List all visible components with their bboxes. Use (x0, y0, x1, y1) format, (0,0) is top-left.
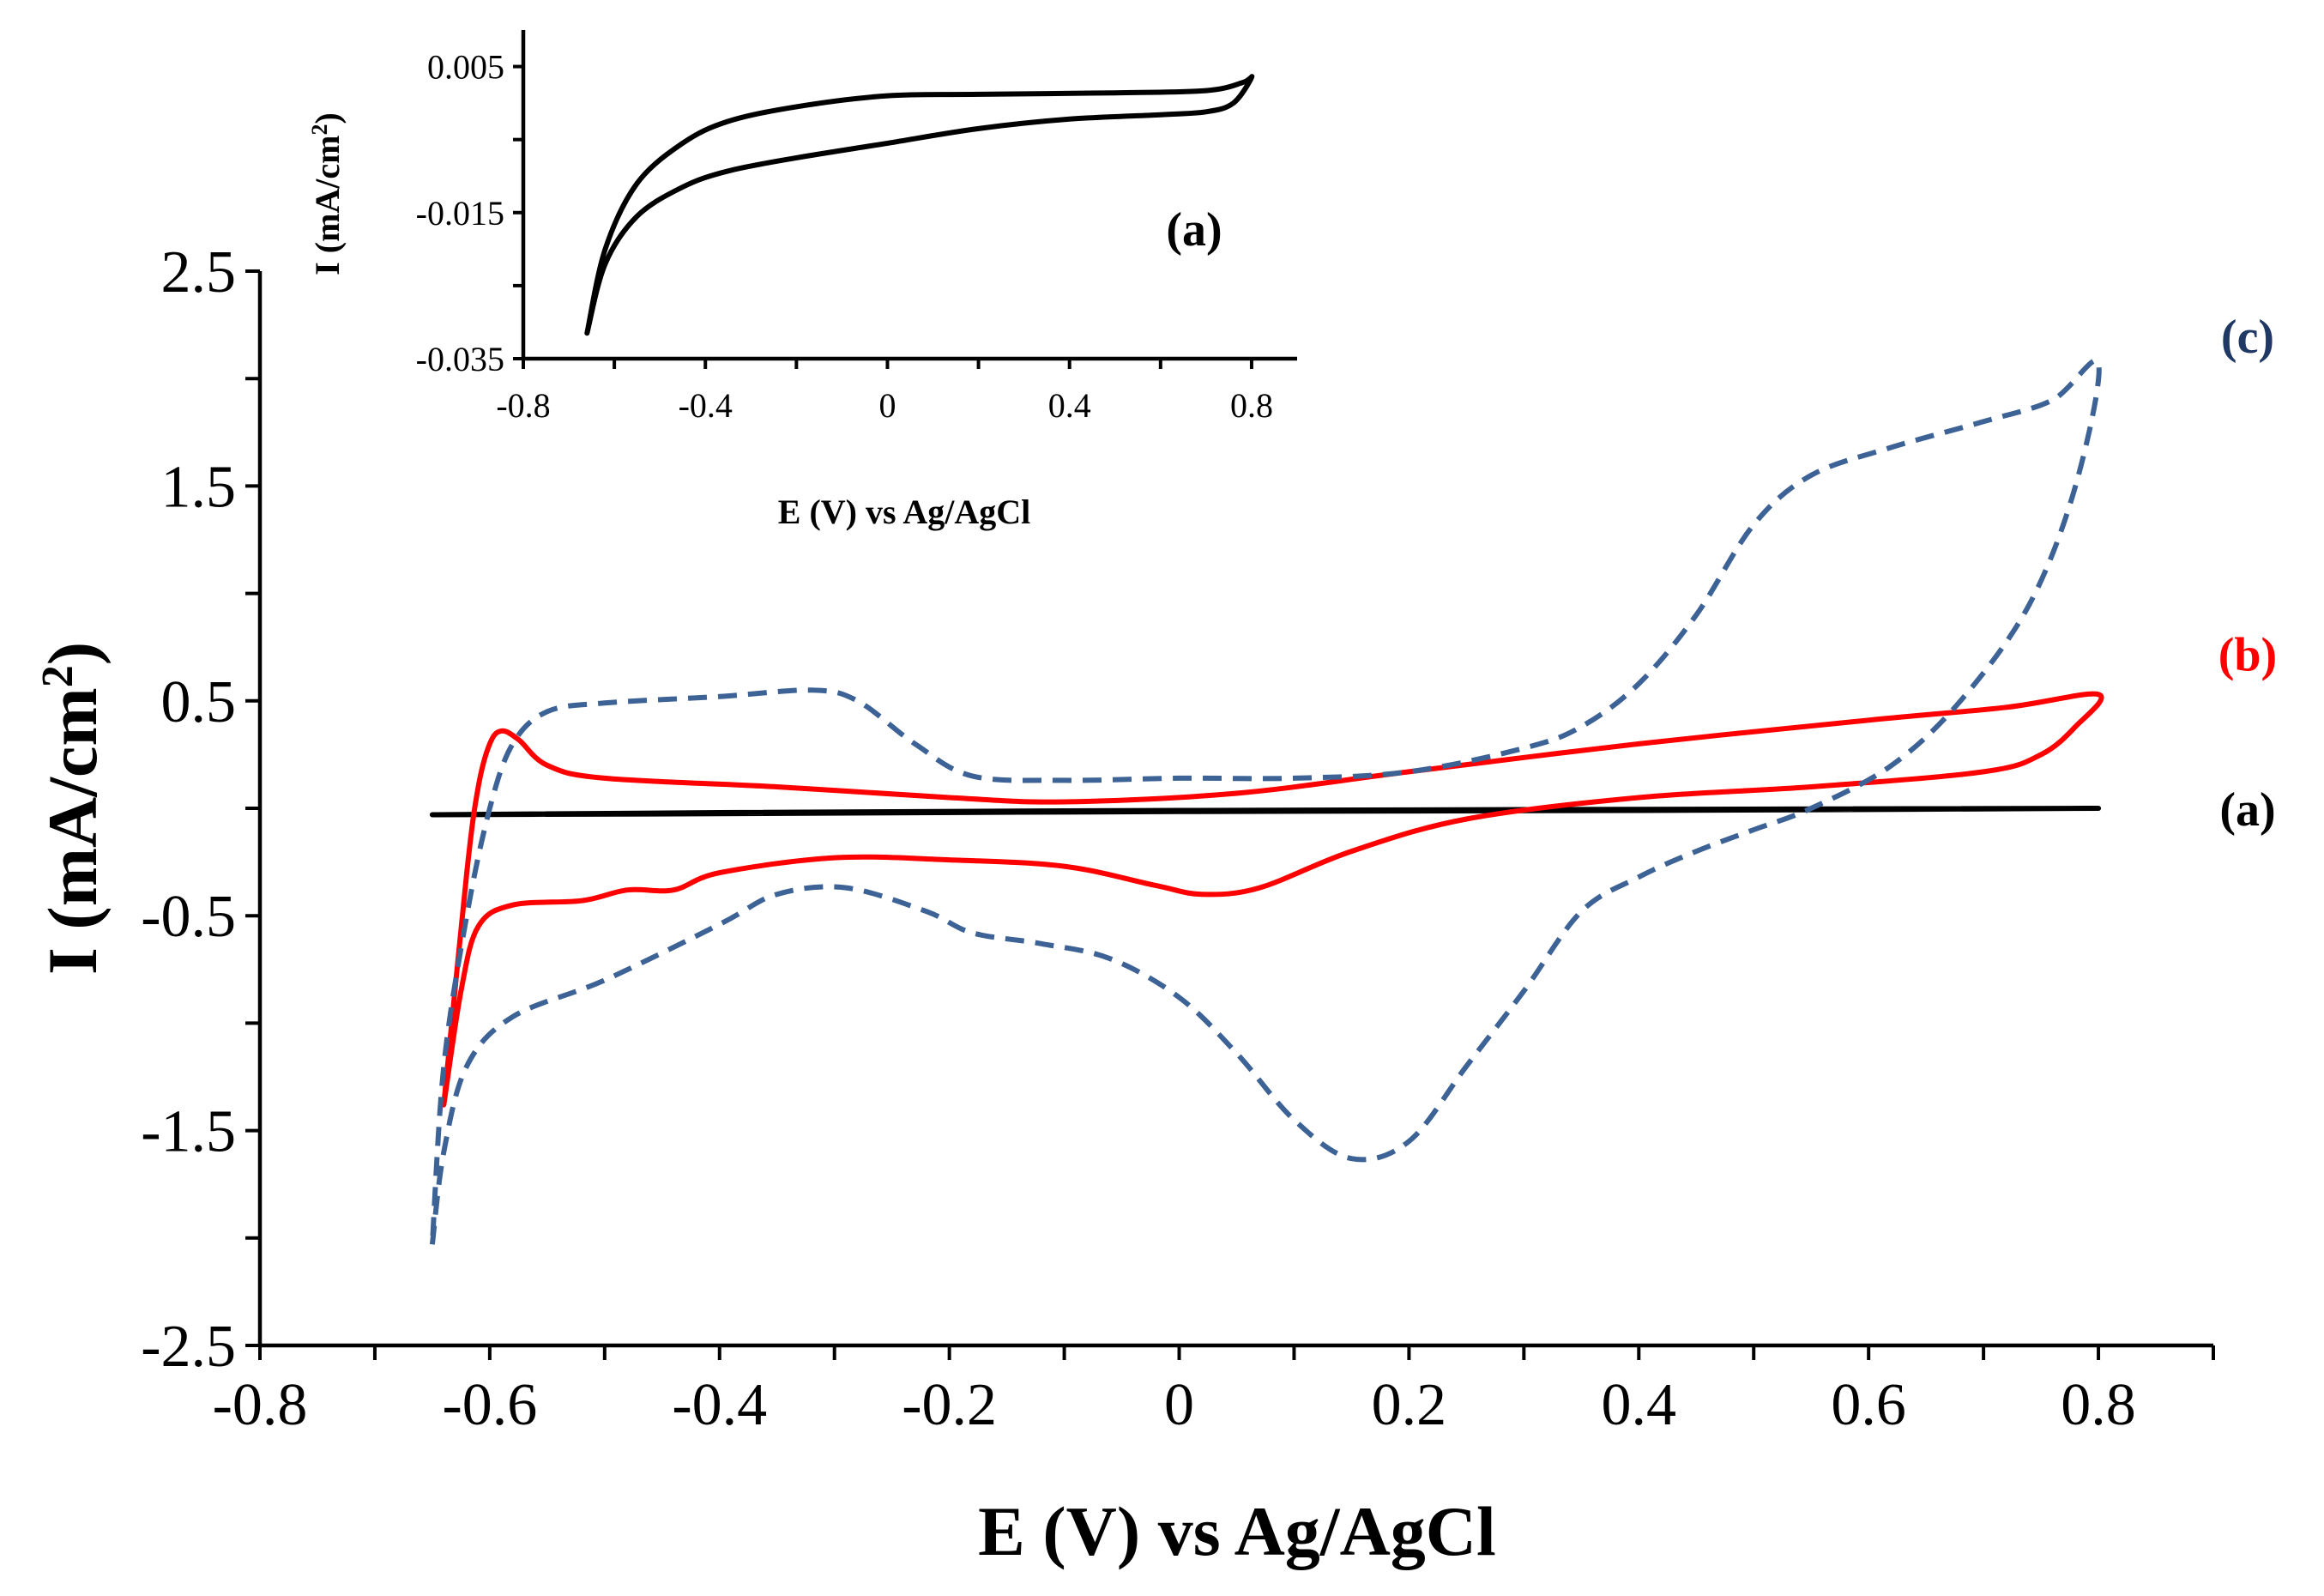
main-x-tick-label: 0.4 (1602, 1372, 1677, 1438)
main-series-line-c (429, 358, 2102, 1245)
inset-x-tick-label: 0.8 (1230, 386, 1273, 425)
main-y-tick-label: 0.5 (161, 669, 237, 735)
main-x-tick-label: 0.8 (2061, 1372, 2136, 1438)
inset-x-tick-label: -0.4 (679, 386, 733, 425)
main-y-tick-label: -2.5 (141, 1314, 236, 1380)
main-y-tick-label: 1.5 (161, 454, 237, 520)
inset-y-tick-label: -0.015 (416, 194, 504, 233)
curve-label-c: (c) (2221, 311, 2274, 364)
curve-label-b: (b) (2218, 629, 2277, 682)
inset-panel-label: (a) (1166, 203, 1222, 257)
main-x-tick-label: -0.4 (672, 1372, 767, 1438)
main-x-axis-title: E (V) vs Ag/AgCl (978, 1492, 1496, 1570)
main-series-line-a (429, 805, 2102, 818)
inset-plot: -0.8 -0.4 0 0.4 0.8 -0.035 -0.015 0.005 E (V) vs… (307, 30, 1297, 531)
inset-series-line-a (584, 74, 1255, 336)
inset-y-axis-title: I (mA/cm2) (307, 112, 347, 275)
main-x-tick-label: 0.2 (1372, 1372, 1447, 1438)
main-y-tick-label: -1.5 (141, 1099, 236, 1165)
main-y-tick-label: 2.5 (161, 239, 237, 305)
inset-y-tick-label: 0.005 (427, 48, 504, 87)
main-x-tick-label: 0.6 (1831, 1372, 1906, 1438)
main-plot: -0.8 -0.6 -0.4 -0.2 0 0.2 0.4 0.6 0.8 -2.5 -1.5 -0.… (33, 239, 2278, 1570)
main-y-axis-title: I (mA/cm2) (33, 642, 112, 975)
main-y-tick-label: -0.5 (141, 884, 236, 950)
main-x-tick-label: -0.8 (213, 1372, 308, 1438)
main-x-tick-label: 0 (1164, 1372, 1194, 1438)
inset-y-tick-label: -0.035 (416, 340, 504, 378)
inset-x-axis-title: E (V) vs Ag/AgCl (778, 493, 1030, 531)
curve-label-a: (a) (2219, 783, 2275, 837)
inset-x-tick-label: -0.8 (496, 386, 550, 425)
inset-x-tick-label: 0 (878, 386, 896, 425)
main-x-tick-label: -0.2 (902, 1372, 997, 1438)
main-series-line-b (441, 691, 2104, 1108)
main-x-tick-label: -0.6 (442, 1372, 537, 1438)
inset-x-tick-label: 0.4 (1048, 386, 1091, 425)
